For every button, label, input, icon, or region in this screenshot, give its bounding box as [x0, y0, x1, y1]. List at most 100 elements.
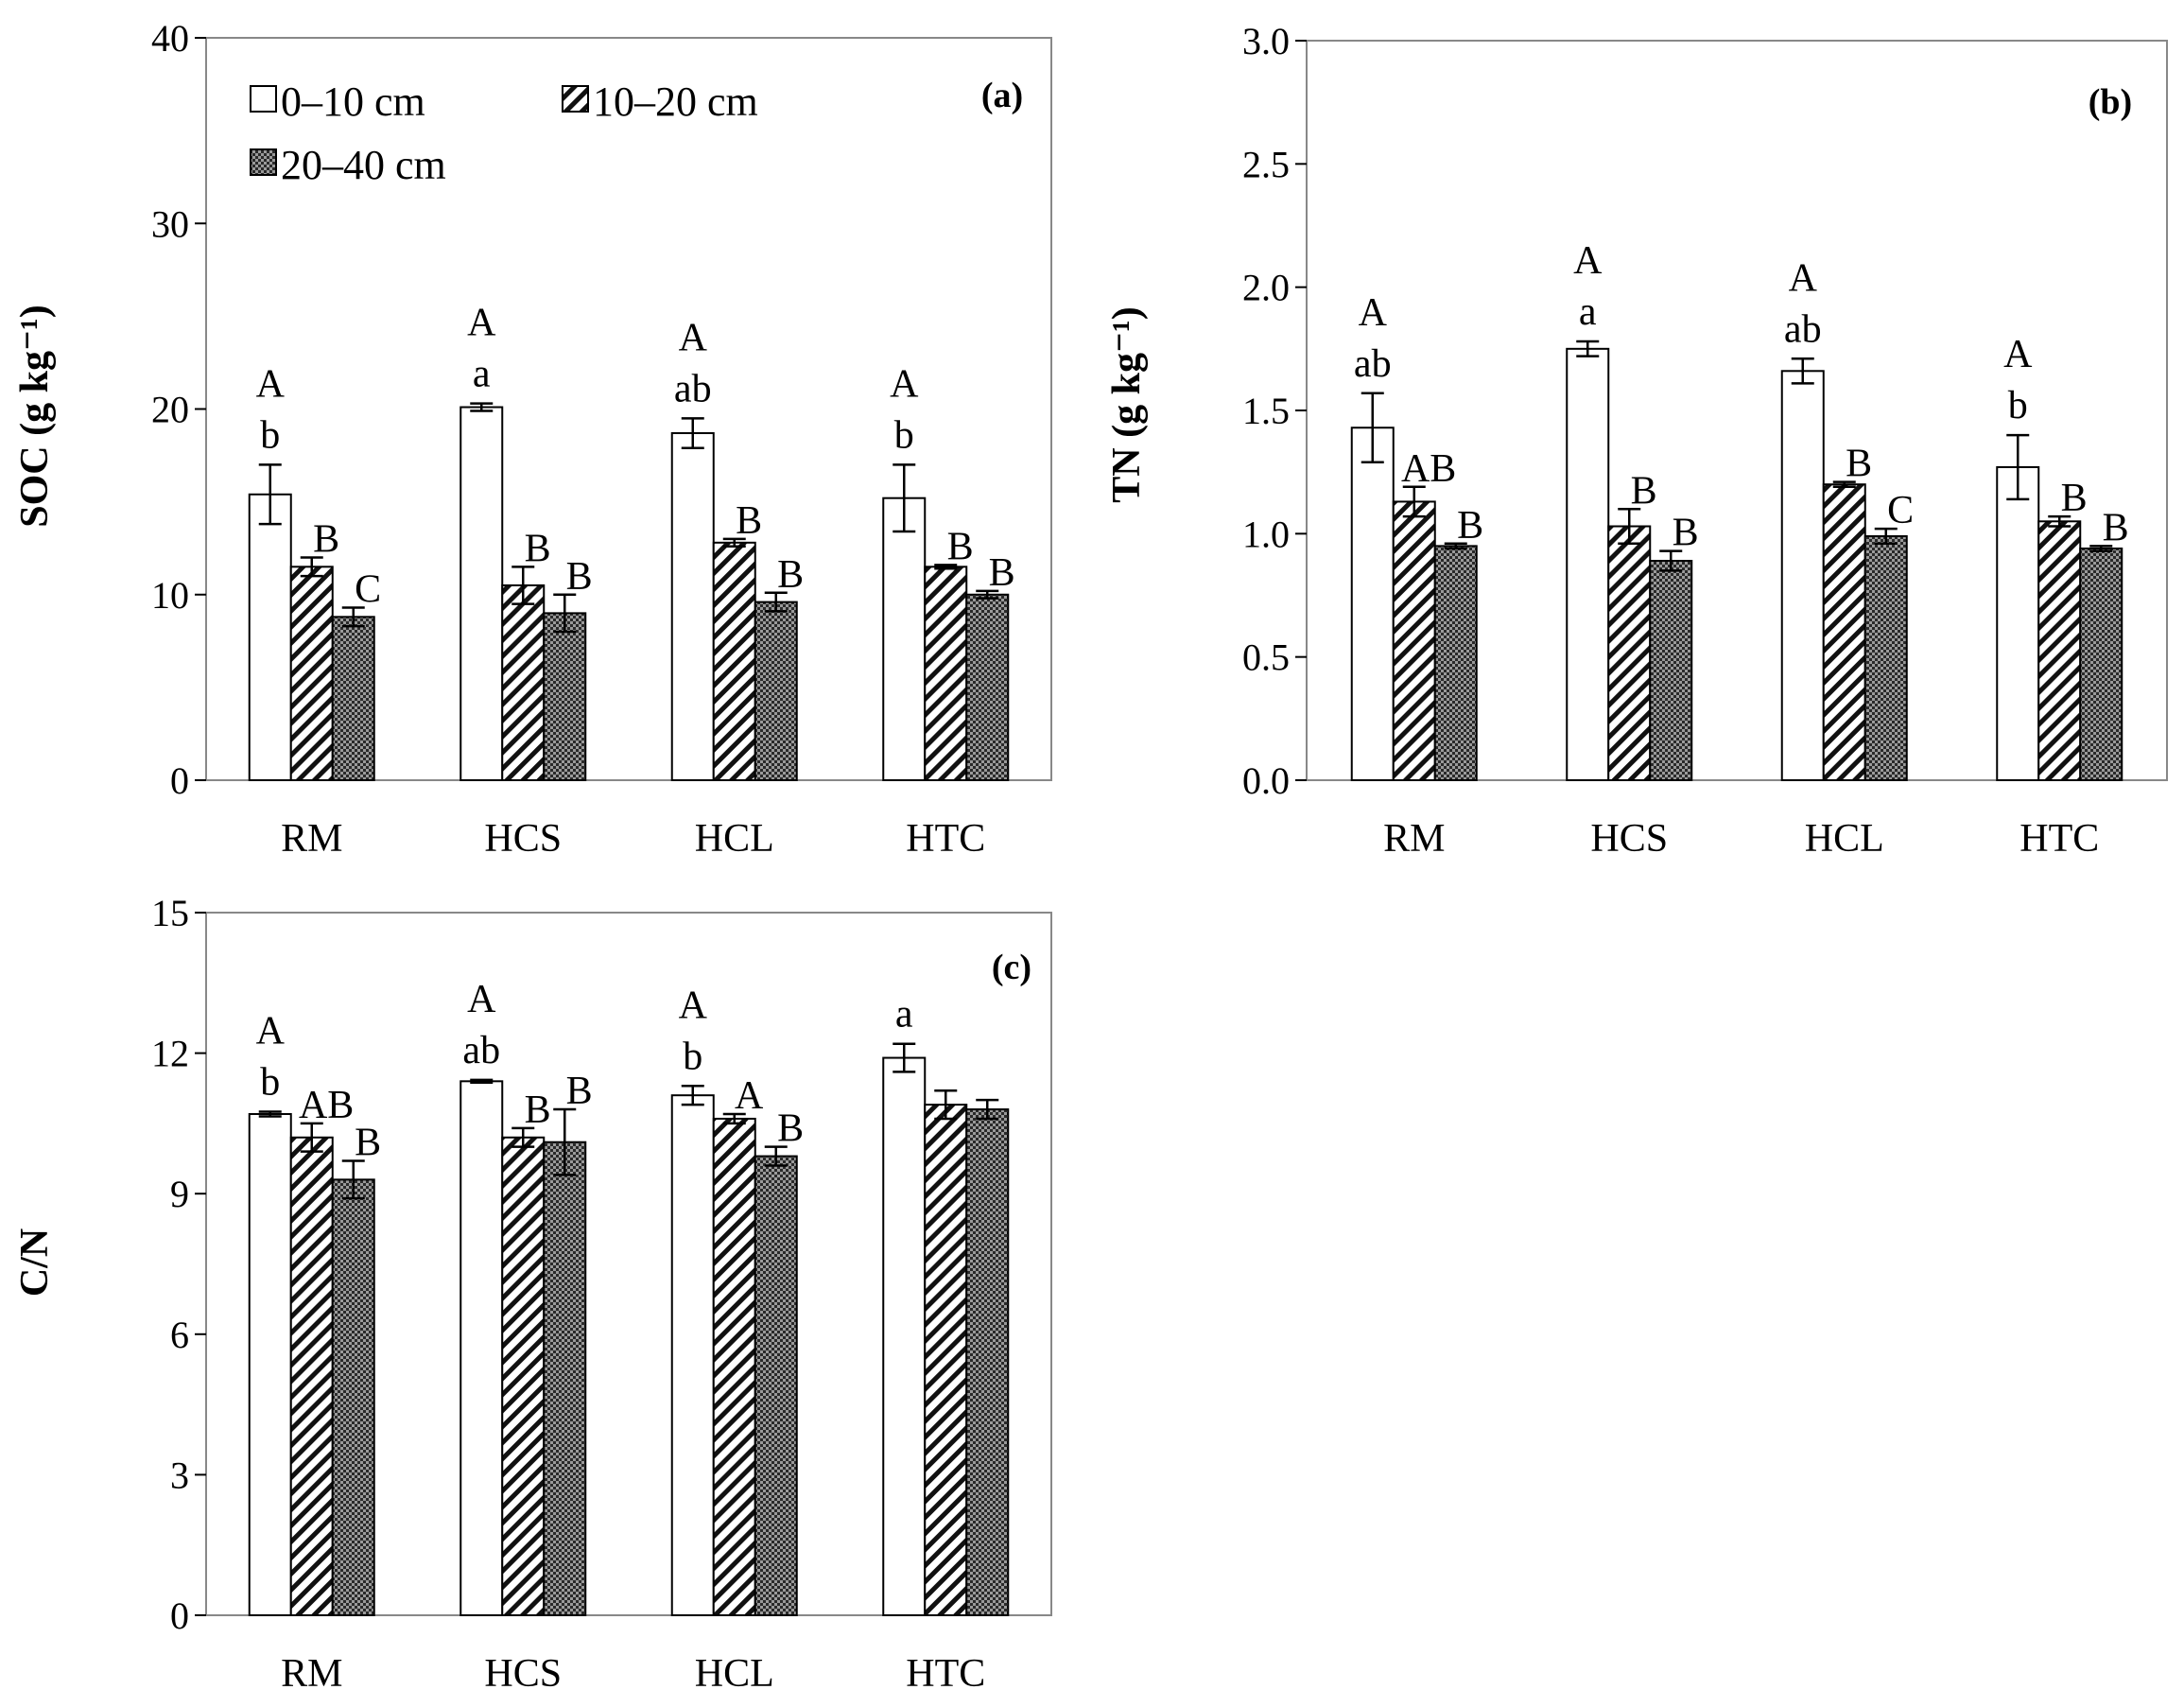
legend-label-20-40: 20–40 cm [281, 142, 446, 188]
significance-letter: ab [462, 1029, 500, 1072]
legend-swatch-0-10 [250, 85, 277, 113]
significance-letter: a [473, 353, 491, 396]
chart-panel-b: 0.00.51.01.52.02.53.0TN (g kg⁻¹)(b)RMabA… [1105, 20, 2168, 861]
panel-label: (a) [981, 76, 1023, 115]
category-label: HCS [484, 817, 562, 861]
bar [331, 616, 375, 781]
significance-letter: b [2008, 384, 2028, 427]
y-tick-label: 0 [170, 759, 189, 802]
y-tick-label: 10 [151, 574, 189, 617]
category-label: RM [1383, 817, 1445, 861]
significance-letter: B [525, 527, 551, 570]
panel-label: (b) [2089, 82, 2132, 122]
significance-letter: B [566, 1070, 593, 1113]
significance-letter: A [1573, 239, 1603, 283]
bar [501, 584, 546, 781]
y-tick-label: 15 [151, 892, 189, 934]
significance-letter: A [467, 978, 496, 1021]
category-label: RM [281, 817, 342, 861]
y-tick-label: 0.5 [1242, 636, 1290, 679]
legend: 0–10 cm 10–20 cm 20–40 cm [250, 78, 758, 188]
bar [2079, 547, 2123, 781]
legend-swatch-10-20 [562, 85, 589, 113]
bar [1433, 545, 1478, 781]
bar [670, 432, 715, 781]
bar [543, 1141, 587, 1617]
significance-letter: B [355, 1122, 381, 1165]
y-tick-label: 1.0 [1242, 513, 1290, 555]
category-label: HCL [1805, 817, 1884, 861]
bar [670, 1094, 715, 1617]
y-axis-label: SOC (g kg⁻¹) [13, 305, 57, 527]
bar [882, 496, 927, 781]
bar [1350, 427, 1395, 781]
legend-swatch-20-40 [250, 148, 277, 176]
y-tick-label: 30 [151, 202, 189, 245]
significance-letter: b [260, 413, 280, 457]
category-label: HTC [906, 817, 985, 861]
significance-letter: B [313, 518, 339, 562]
y-tick-label: 40 [151, 17, 189, 60]
y-tick-label: 1.5 [1242, 390, 1290, 432]
bar [1566, 347, 1610, 781]
bar [459, 1080, 504, 1616]
y-tick-label: 20 [151, 389, 189, 431]
significance-letter: A [679, 984, 708, 1027]
y-tick-label: 3 [170, 1454, 189, 1496]
significance-letter: B [777, 1107, 804, 1151]
category-label: HCL [695, 817, 774, 861]
bar [459, 406, 504, 781]
significance-letter: AB [1401, 447, 1456, 491]
bar [754, 601, 798, 781]
significance-letter: B [2061, 477, 2088, 520]
y-tick-label: 2.0 [1242, 267, 1290, 309]
panel-label: (c) [992, 948, 1031, 987]
significance-letter: A [1789, 256, 1818, 300]
bar [1822, 483, 1866, 781]
category-label: HCS [1590, 817, 1668, 861]
bar [1392, 500, 1436, 781]
bar [965, 1108, 1010, 1617]
y-tick-label: 0.0 [1242, 759, 1290, 802]
significance-letter: B [1673, 512, 1699, 555]
significance-letter: A [890, 362, 919, 406]
y-tick-label: 9 [170, 1173, 189, 1215]
significance-letter: a [895, 993, 913, 1036]
significance-letter: B [736, 499, 762, 543]
category-label: RM [281, 1652, 342, 1696]
significance-letter: A [256, 1010, 286, 1054]
legend-label-0-10: 0–10 cm [281, 78, 425, 125]
significance-letter: B [1631, 469, 1657, 513]
bar [712, 1117, 756, 1616]
y-tick-label: 3.0 [1242, 20, 1290, 62]
y-axis-label: C/N [13, 1228, 57, 1297]
plot-frame [205, 912, 1052, 1616]
y-tick-label: 2.5 [1242, 143, 1290, 185]
significance-letter: A [256, 362, 286, 406]
category-label: HTC [906, 1652, 985, 1696]
bar [1996, 465, 2040, 781]
y-tick-label: 0 [170, 1594, 189, 1637]
significance-letter: A [735, 1074, 764, 1118]
significance-letter: B [2103, 506, 2129, 549]
y-tick-label: 12 [151, 1033, 189, 1075]
bar [1863, 534, 1908, 781]
significance-letter: b [894, 413, 914, 457]
bar [924, 1104, 968, 1616]
bar [289, 1136, 334, 1616]
significance-letter: B [989, 551, 1015, 595]
category-label: HCL [695, 1652, 774, 1696]
legend-label-10-20: 10–20 cm [593, 78, 758, 125]
significance-letter: A [1359, 291, 1388, 335]
bar [248, 1112, 292, 1616]
significance-letter: B [947, 525, 974, 568]
significance-letter: ab [1784, 307, 1822, 351]
bar [712, 541, 756, 781]
bar [248, 493, 292, 782]
significance-letter: a [1579, 290, 1597, 334]
category-label: HTC [2019, 817, 2099, 861]
significance-letter: ab [1354, 342, 1392, 386]
